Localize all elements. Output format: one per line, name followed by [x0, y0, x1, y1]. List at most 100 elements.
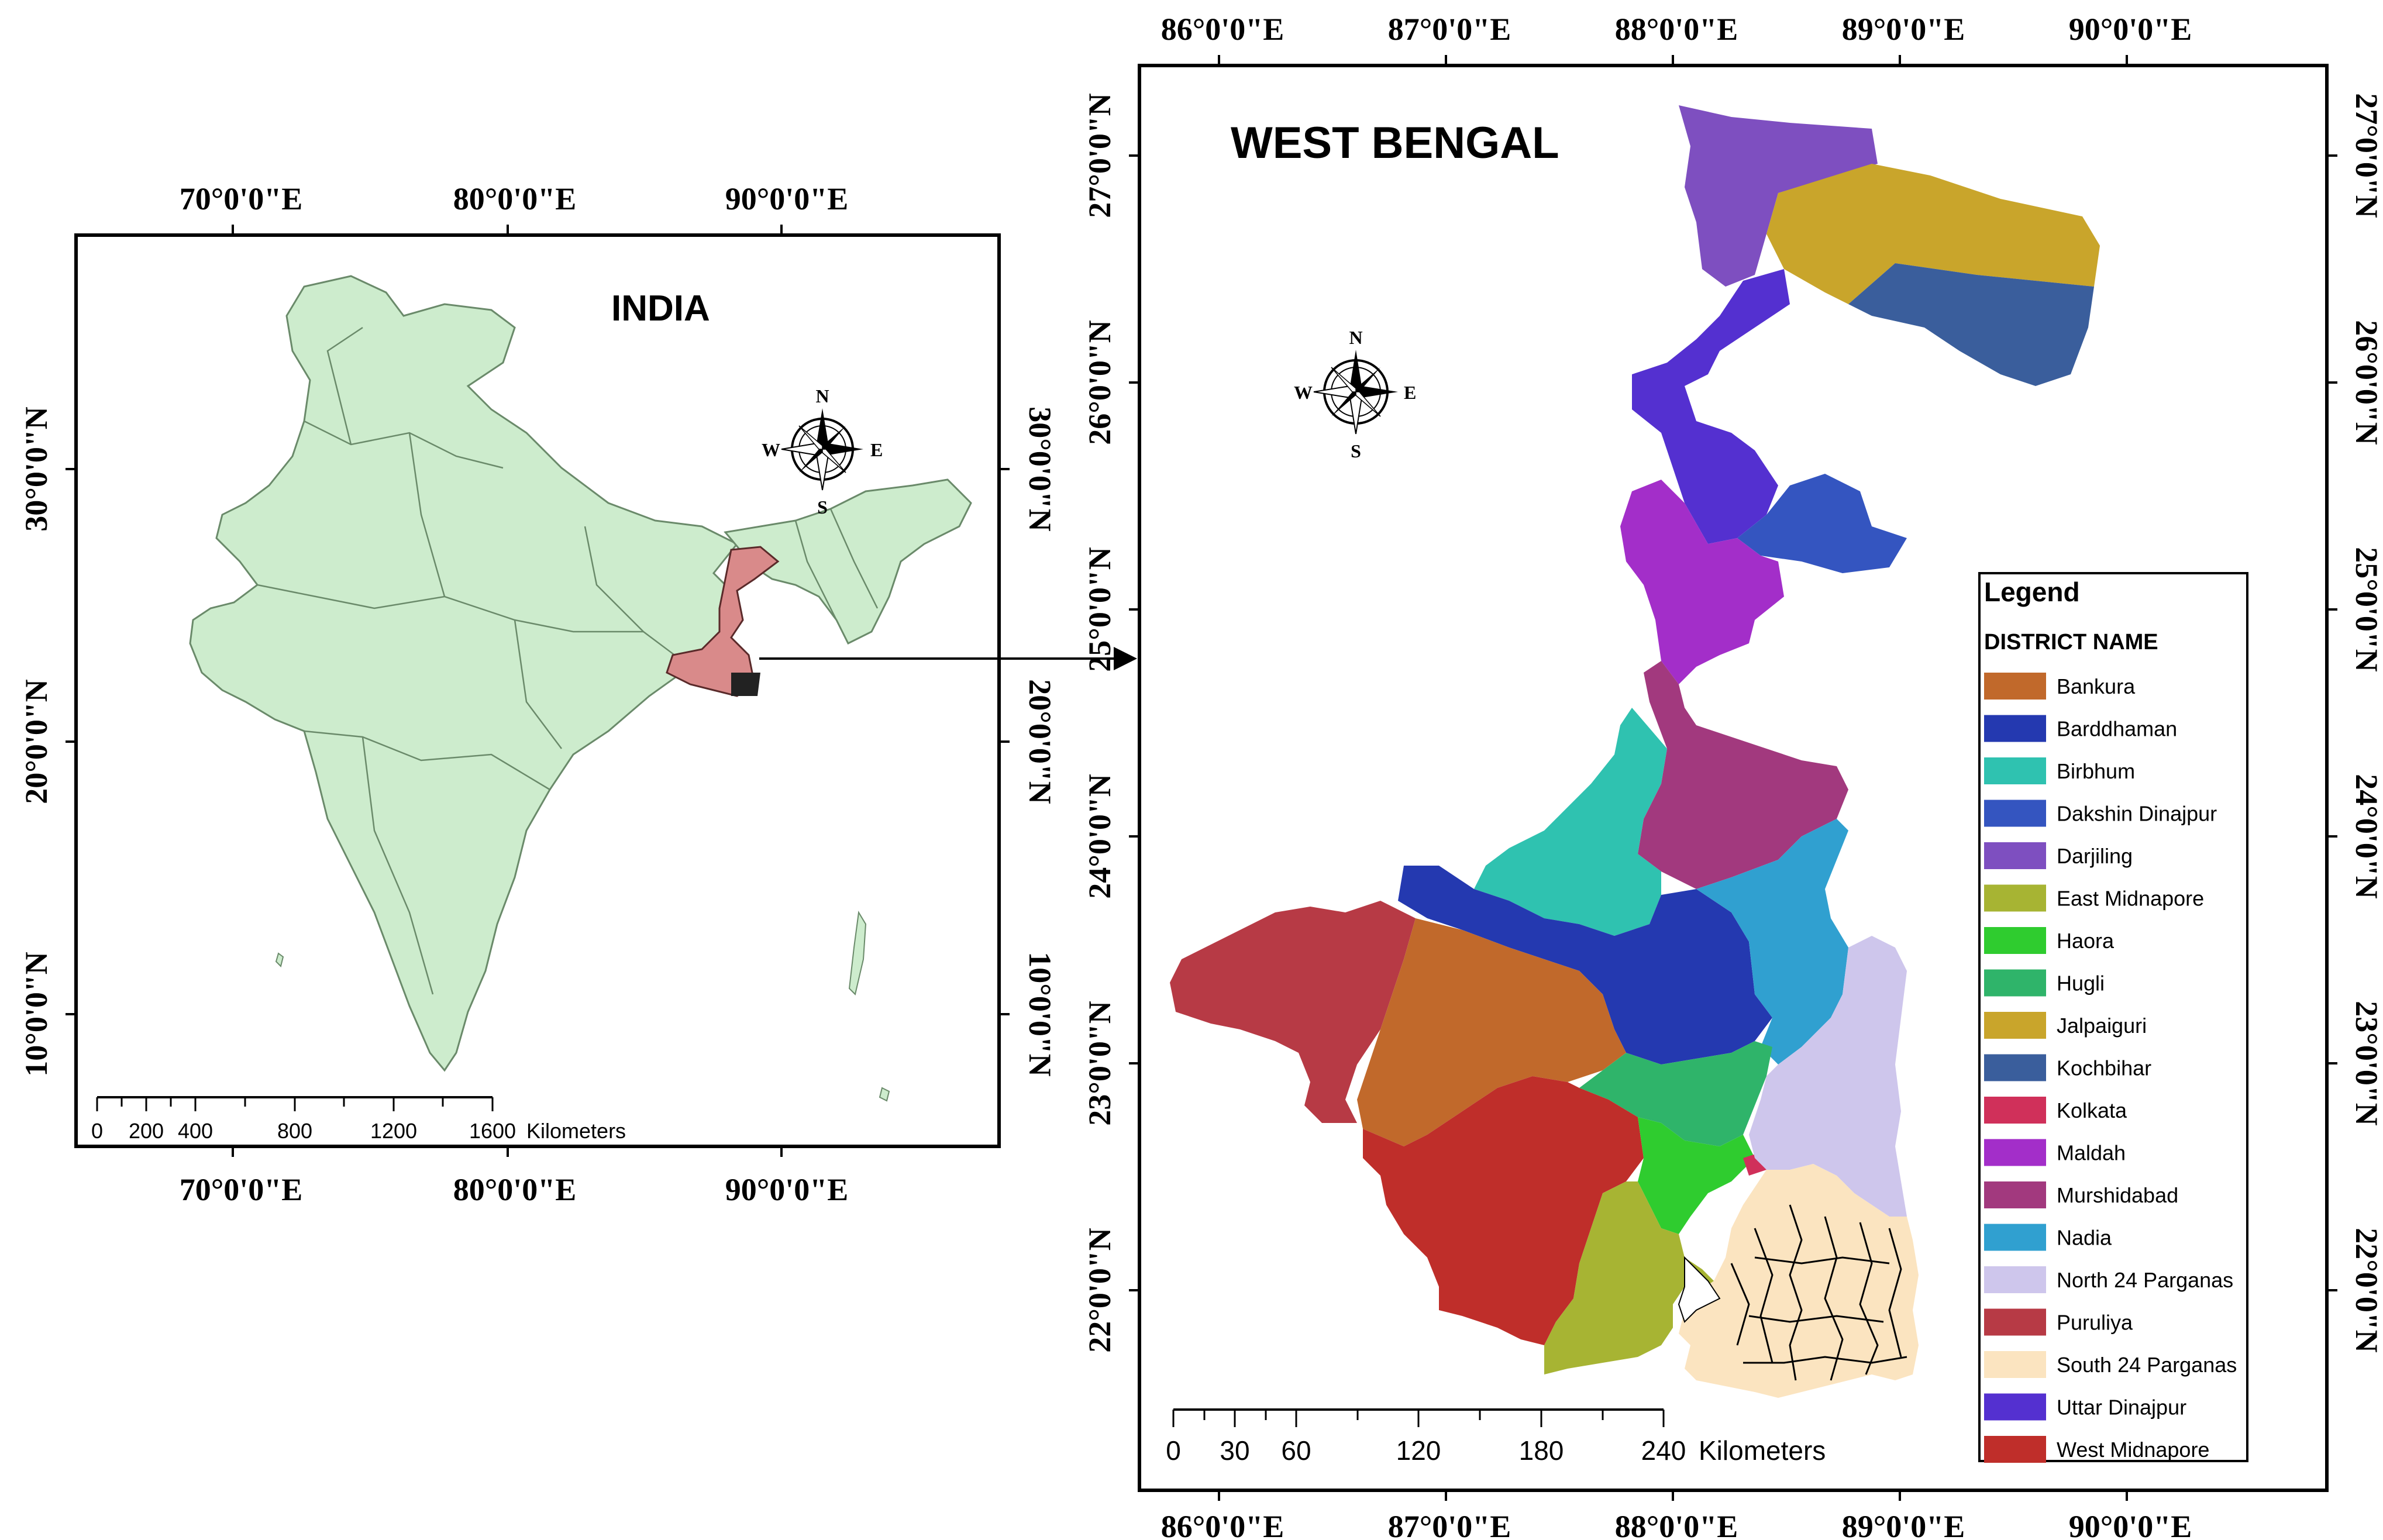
wb-lat-label-right: 22°0'0"N: [2349, 1228, 2383, 1353]
india-lon-label-bottom: 80°0'0"E: [453, 1172, 577, 1207]
legend-item: Darjiling: [1984, 842, 2133, 869]
wb-graticule-ticks: [1129, 55, 2337, 1501]
wb-compass-n: N: [1349, 327, 1362, 348]
wb-lat-label-left: 24°0'0"N: [1082, 774, 1117, 899]
district-uttar-dinajpur: [1632, 269, 1790, 544]
wb-districts: [1170, 105, 2100, 1398]
india-compass-s: S: [817, 497, 828, 518]
wb-scale-tick: 0: [1166, 1435, 1181, 1466]
legend-label: North 24 Parganas: [2057, 1268, 2233, 1292]
legend-item: Dakshin Dinajpur: [1984, 800, 2217, 827]
legend-swatch: [1984, 969, 2046, 997]
legend: Legend DISTRICT NAME Bankura Barddhaman Bi…: [1978, 572, 2248, 1463]
legend-subtitle: DISTRICT NAME: [1984, 630, 2158, 654]
district-north-24-parganas: [1749, 936, 1907, 1217]
legend-label: West Midnapore: [2057, 1438, 2209, 1462]
wb-scale-tick: 30: [1220, 1435, 1249, 1466]
district-kochbihar: [1848, 263, 2094, 386]
legend-swatch: [1984, 884, 2046, 912]
district-east-midnapore: [1544, 1181, 1714, 1374]
legend-label: East Midnapore: [2057, 887, 2204, 911]
india-scale-tick: 1200: [370, 1119, 417, 1143]
wb-scale-unit: Kilometers: [1699, 1435, 1826, 1466]
wb-compass-s: S: [1351, 440, 1361, 461]
legend-label: Maldah: [2057, 1141, 2126, 1165]
legend-label: Nadia: [2057, 1226, 2112, 1250]
legend-swatch: [1984, 1266, 2046, 1293]
india-lat-label-left: 20°0'0"N: [19, 679, 54, 804]
legend-label: Kolkata: [2057, 1098, 2127, 1122]
wb-scale-bar: 0 30 60 120 180 240 Kilometers: [1166, 1408, 1826, 1466]
legend-swatch: [1984, 715, 2046, 742]
india-scale-tick: 200: [129, 1119, 164, 1143]
india-map-title: INDIA: [611, 288, 710, 329]
legend-label: Hugli: [2057, 971, 2105, 995]
wb-scale-tick: 60: [1281, 1435, 1311, 1466]
legend-item: Uttar Dinajpur: [1984, 1393, 2186, 1421]
legend-label: Kochbihar: [2057, 1056, 2151, 1080]
west-bengal-delta-detail: [731, 673, 760, 696]
wb-lon-label-top: 88°0'0"E: [1615, 12, 1738, 47]
legend-label: Darjiling: [2057, 844, 2133, 868]
legend-item: Barddhaman: [1984, 715, 2177, 742]
india-northeast: [724, 478, 972, 645]
legend-label: Haora: [2057, 929, 2115, 953]
wb-scale-tick: 240: [1641, 1435, 1686, 1466]
wb-lon-label-top: 89°0'0"E: [1842, 12, 1965, 47]
legend-swatch: [1984, 1224, 2046, 1251]
india-lon-label-top: 90°0'0"E: [725, 181, 849, 216]
legend-swatch: [1984, 1097, 2046, 1124]
wb-scale-tick: 120: [1396, 1435, 1441, 1466]
india-compass-n: N: [815, 385, 829, 406]
legend-item: Murshidabad: [1984, 1181, 2178, 1208]
wb-lat-label-right: 24°0'0"N: [2349, 774, 2383, 899]
wb-lat-label-right: 26°0'0"N: [2349, 320, 2383, 445]
district-birbhum: [1474, 708, 1667, 936]
legend-item: Nadia: [1984, 1224, 2112, 1251]
legend-item: Birbhum: [1984, 757, 2135, 784]
wb-lat-label-left: 27°0'0"N: [1082, 93, 1117, 218]
legend-item: Kolkata: [1984, 1097, 2127, 1124]
legend-swatch: [1984, 1181, 2046, 1208]
district-nadia: [1696, 819, 1848, 1064]
india-lat-label-right: 20°0'0"N: [1022, 679, 1058, 804]
legend-swatch: [1984, 842, 2046, 869]
west-bengal-map-panel: 86°0'0"E 87°0'0"E 88°0'0"E 89°0'0"E 90°0…: [1082, 12, 2383, 1540]
legend-item: Hugli: [1984, 969, 2105, 997]
legend-label: South 24 Parganas: [2057, 1353, 2237, 1377]
india-lon-label-top: 70°0'0"E: [180, 181, 303, 216]
india-scale-tick: 800: [277, 1119, 312, 1143]
india-scale-tick: 400: [178, 1119, 213, 1143]
district-hugli: [1579, 1041, 1772, 1146]
india-lat-label-left: 10°0'0"N: [19, 952, 54, 1077]
india-map-panel: 70°0'0"E 80°0'0"E 90°0'0"E 70°0'0"E 80°0…: [19, 181, 1058, 1207]
wb-compass-e: E: [1404, 382, 1416, 403]
india-lat-label-left: 30°0'0"N: [19, 406, 54, 532]
wb-lat-label-left: 25°0'0"N: [1082, 547, 1117, 672]
legend-item: Maldah: [1984, 1139, 2126, 1166]
district-jalpaiguri: [1766, 164, 2100, 304]
legend-item: Bankura: [1984, 673, 2136, 700]
india-compass-e: E: [870, 439, 883, 460]
district-maldah: [1620, 480, 1784, 684]
legend-item: Haora: [1984, 927, 2115, 954]
sundarbans-channels: [1730, 1204, 1907, 1381]
wb-map-frame: [1138, 64, 2329, 1492]
india-compass-icon: N S E W: [762, 385, 883, 518]
nicobar-islands: [879, 1087, 890, 1102]
india-map-frame: [74, 233, 1001, 1148]
wb-lat-label-left: 22°0'0"N: [1082, 1228, 1117, 1353]
wb-lon-label-top: 90°0'0"E: [2069, 12, 2192, 47]
india-lat-label-right: 10°0'0"N: [1022, 952, 1058, 1077]
india-lon-label-bottom: 70°0'0"E: [180, 1172, 303, 1207]
wb-lon-label-top: 87°0'0"E: [1388, 12, 1511, 47]
wb-lon-label-bottom: 87°0'0"E: [1388, 1509, 1511, 1540]
wb-lon-label-top: 86°0'0"E: [1161, 12, 1285, 47]
district-bankura: [1357, 918, 1626, 1146]
district-dakshin-dinajpur: [1737, 474, 1907, 573]
wb-lon-label-bottom: 89°0'0"E: [1842, 1509, 1965, 1540]
legend-item: Puruliya: [1984, 1308, 2133, 1336]
legend-swatch: [1984, 1139, 2046, 1166]
india-scale-unit: Kilometers: [526, 1119, 626, 1143]
legend-label: Birbhum: [2057, 759, 2135, 783]
